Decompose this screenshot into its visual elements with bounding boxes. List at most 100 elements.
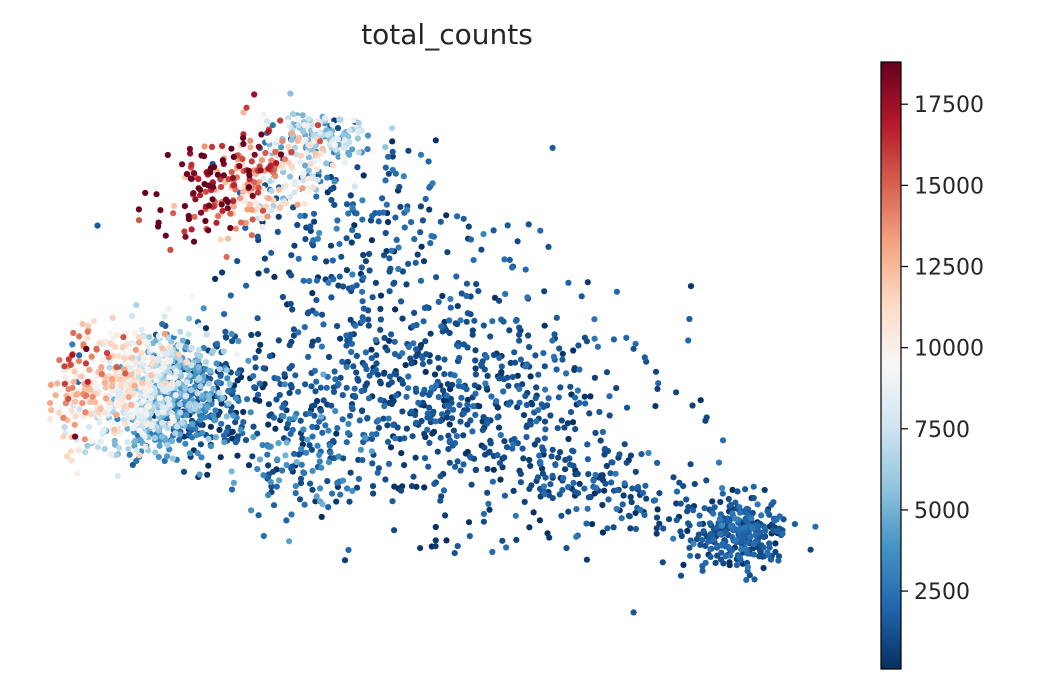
scatter-point: [300, 177, 307, 184]
scatter-point: [227, 292, 234, 299]
scatter-point: [377, 292, 385, 299]
scatter-point: [511, 435, 518, 443]
scatter-point: [186, 400, 193, 407]
scatter-point: [437, 218, 444, 225]
scatter-point: [323, 160, 330, 167]
scatter-point: [402, 362, 409, 369]
scatter-point: [328, 294, 335, 301]
scatter-point: [125, 445, 132, 452]
scatter-point: [82, 360, 90, 367]
scatter-point: [307, 227, 314, 234]
scatter-point: [680, 561, 687, 569]
scatter-point: [309, 486, 316, 493]
scatter-point: [610, 524, 617, 531]
scatter-point: [527, 462, 534, 469]
scatter-point: [612, 470, 619, 477]
scatter-point: [623, 459, 630, 466]
scatter-point: [305, 309, 312, 316]
scatter-point: [116, 376, 123, 383]
scatter-point: [135, 334, 142, 341]
scatter-point: [408, 360, 415, 367]
scatter-point: [108, 375, 116, 383]
scatter-point: [48, 407, 55, 414]
scatter-point: [510, 441, 517, 448]
scatter-point: [76, 333, 83, 340]
scatter-point: [632, 340, 639, 347]
scatter-point: [403, 281, 410, 288]
scatter-point: [292, 483, 299, 490]
scatter-point: [214, 340, 221, 347]
scatter-point: [391, 350, 399, 358]
scatter-point: [516, 337, 523, 344]
scatter-point: [439, 292, 446, 300]
scatter-point: [619, 501, 626, 508]
scatter-point: [261, 255, 268, 262]
scatter-point: [370, 490, 377, 497]
scatter-point: [322, 422, 329, 429]
scatter-point: [437, 434, 444, 441]
scatter-point: [523, 401, 530, 409]
scatter-point: [54, 380, 61, 387]
scatter-point: [354, 164, 361, 171]
scatter-point: [807, 546, 814, 553]
scatter-point: [273, 136, 280, 143]
scatter-point: [161, 457, 168, 464]
scatter-point: [412, 454, 419, 461]
scatter-point: [654, 459, 661, 466]
scatter-point: [259, 192, 266, 199]
scatter-point: [107, 330, 114, 337]
scatter-point: [716, 515, 724, 523]
scatter-point: [421, 386, 428, 393]
scatter-point: [286, 416, 293, 423]
scatter-point: [335, 453, 342, 460]
scatter-point: [346, 151, 353, 158]
scatter-point: [149, 346, 156, 353]
colorbar-tick-label: 10000: [914, 337, 984, 362]
scatter-point: [686, 522, 693, 529]
scatter-point: [328, 186, 335, 193]
scatter-point: [422, 368, 429, 375]
scatter-point: [463, 280, 470, 287]
scatter-point: [159, 321, 166, 328]
scatter-point: [413, 419, 420, 426]
scatter-point: [188, 344, 195, 352]
scatter-point: [724, 543, 732, 550]
scatter-point: [268, 187, 275, 194]
scatter-point: [732, 499, 739, 506]
scatter-point: [437, 417, 444, 425]
scatter-point: [121, 403, 128, 410]
scatter-point: [316, 458, 323, 465]
scatter-point: [421, 484, 428, 491]
scatter-point: [452, 463, 459, 470]
scatter-point: [307, 480, 314, 487]
scatter-point: [166, 374, 173, 381]
scatter-point: [489, 548, 496, 556]
scatter-point: [198, 152, 205, 159]
scatter-point: [351, 183, 358, 190]
scatter-point: [128, 413, 136, 420]
scatter-point: [331, 178, 338, 185]
scatter-point: [526, 456, 533, 464]
scatter-point: [254, 315, 261, 322]
scatter-point: [677, 500, 684, 507]
scatter-point: [791, 521, 799, 528]
scatter-point: [179, 161, 186, 168]
scatter-point: [265, 401, 272, 408]
scatter-point: [78, 373, 85, 380]
scatter-point: [354, 375, 361, 382]
scatter-point: [697, 397, 704, 404]
scatter-point: [683, 496, 690, 503]
scatter-point: [407, 355, 414, 362]
scatter-point: [351, 385, 358, 392]
scatter-point: [249, 216, 256, 223]
scatter-point: [360, 274, 367, 281]
scatter-point: [310, 210, 318, 217]
scatter-point: [305, 115, 312, 122]
scatter-point: [373, 360, 380, 367]
scatter-point: [218, 420, 225, 427]
scatter-point: [155, 332, 163, 339]
scatter-point: [71, 421, 78, 428]
scatter-point: [722, 553, 729, 560]
scatter-point: [346, 498, 353, 505]
scatter-point: [329, 490, 336, 497]
